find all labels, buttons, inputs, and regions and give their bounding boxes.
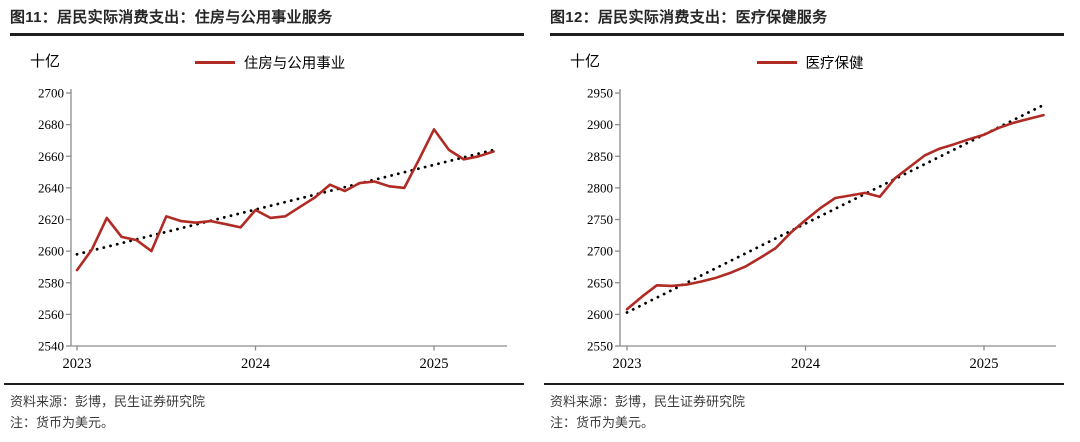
figure-11-source: 资料来源：彭博，民生证券研究院 (10, 394, 206, 409)
figure-11-line-chart: 2540 2560 2580 2600 2620 2640 2660 2680 2700 2023… (38, 86, 507, 372)
svg-text:2660: 2660 (38, 149, 64, 164)
svg-text:2550: 2550 (587, 339, 613, 354)
svg-text:2800: 2800 (587, 180, 613, 195)
svg-text:2560: 2560 (38, 307, 64, 322)
svg-text:2640: 2640 (38, 180, 64, 195)
svg-text:2025: 2025 (420, 356, 449, 372)
figure-11-footer: 资料来源：彭博，民生证券研究院 注：货币为美元。 (4, 383, 524, 433)
figure-11-y-axis-unit: 十亿 (30, 54, 61, 70)
svg-text:2950: 2950 (587, 86, 613, 101)
figure-12-note: 注：货币为美元。 (550, 415, 655, 430)
figure-11: 图11：居民实际消费支出：住房与公用事业服务 十亿 住房与公用事业 2540 25… (0, 6, 540, 433)
figure-12-footer: 资料来源：彭博，民生证券研究院 注：货币为美元。 (544, 383, 1064, 433)
svg-text:2024: 2024 (791, 356, 821, 372)
figure-12-legend: 医疗保健 (540, 52, 1080, 73)
svg-text:2850: 2850 (587, 149, 613, 164)
svg-text:2023: 2023 (613, 356, 642, 372)
svg-text:2750: 2750 (587, 212, 613, 227)
svg-text:2023: 2023 (63, 356, 92, 372)
svg-text:2700: 2700 (38, 86, 64, 101)
svg-text:2680: 2680 (38, 117, 64, 132)
svg-text:2024: 2024 (241, 356, 271, 372)
figure-12: 图12：居民实际消费支出：医疗保健服务 十亿 医疗保健 2550 2600 2650… (540, 0, 1080, 442)
figure-11-title: 图11：居民实际消费支出：住房与公用事业服务 (10, 6, 524, 36)
svg-text:2900: 2900 (587, 117, 613, 132)
svg-text:2700: 2700 (587, 244, 613, 259)
figure-12-legend-label: 医疗保健 (805, 56, 864, 72)
figure-12-y-axis-unit: 十亿 (570, 54, 601, 70)
svg-text:2620: 2620 (38, 212, 64, 227)
svg-text:2540: 2540 (38, 339, 64, 354)
figure-11-legend-label: 住房与公用事业 (243, 56, 346, 72)
figure-12-line-chart: 2550 2600 2650 2700 2750 2800 2850 2900 2950 2023… (587, 86, 1056, 372)
figure-11-note: 注：货币为美元。 (10, 415, 115, 430)
svg-text:2650: 2650 (587, 275, 613, 290)
svg-text:2025: 2025 (970, 356, 999, 372)
svg-text:2600: 2600 (38, 244, 64, 259)
figure-12-source: 资料来源：彭博，民生证券研究院 (550, 394, 746, 409)
svg-text:2600: 2600 (587, 307, 613, 322)
red-line-swatch-icon (194, 61, 235, 64)
figure-11-legend: 住房与公用事业 (0, 52, 540, 73)
svg-text:2580: 2580 (38, 275, 64, 290)
red-line-swatch-icon (756, 61, 797, 64)
figure-12-title: 图12：居民实际消费支出：医疗保健服务 (550, 6, 1064, 36)
